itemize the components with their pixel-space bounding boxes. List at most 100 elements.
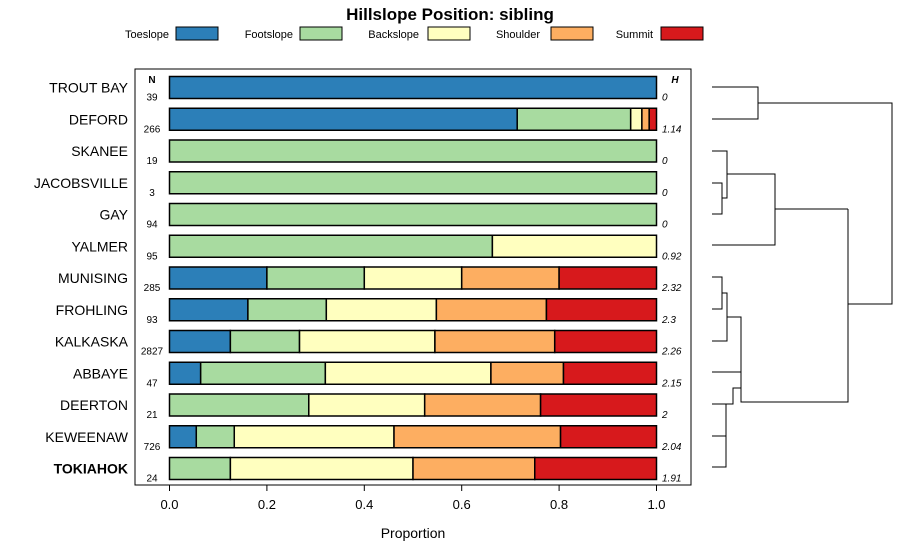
bar-segment-footslope: [168, 393, 310, 417]
dendrogram-branch: [712, 173, 776, 246]
row-n: 24: [146, 474, 158, 485]
bar-segment-footslope: [168, 202, 658, 227]
row-trout-bay: TROUT BAY 39 0: [49, 75, 668, 104]
bar-segment-footslope: [195, 425, 236, 449]
bar-segment-shoulder: [434, 329, 556, 354]
legend-swatch-shoulder: [550, 26, 594, 41]
bar-segment-summit: [648, 107, 658, 131]
row-h: 2: [661, 410, 668, 421]
dendrogram-branch: [712, 182, 723, 215]
row-h: 1.14: [662, 124, 682, 135]
legend-label-backslope: Backslope: [368, 29, 419, 41]
row-label: ABBAYE: [73, 365, 128, 381]
bar-segment-summit: [534, 456, 658, 481]
row-h: 2.15: [661, 378, 682, 389]
legend-label-footslope: Footslope: [245, 29, 293, 41]
bar-segment-summit: [545, 298, 658, 322]
row-n: 21: [146, 410, 158, 421]
x-tick-label: 0.6: [453, 497, 471, 512]
bar-segment-backslope: [629, 107, 643, 131]
row-n: 726: [144, 442, 161, 453]
x-tick-label: 0.4: [355, 497, 373, 512]
legend-swatch-summit: [660, 26, 704, 41]
bar-segment-toeslope: [168, 361, 202, 385]
bar-segment-toeslope: [168, 107, 518, 131]
dendrogram-branch: [740, 304, 849, 403]
bar-segment-backslope: [324, 361, 492, 385]
row-abbaye: ABBAYE 47 2.15: [73, 361, 682, 389]
row-label: FROHLING: [56, 302, 128, 318]
row-label: GAY: [99, 207, 128, 223]
dendrogram-branch: [712, 150, 728, 199]
bar-segment-toeslope: [168, 329, 232, 354]
row-n: 19: [146, 156, 158, 167]
n-column-header: N: [148, 75, 155, 86]
row-n: 95: [146, 251, 158, 262]
row-label: SKANEE: [71, 143, 128, 159]
row-h: 1.91: [662, 474, 681, 485]
row-label: JACOBSVILLE: [34, 175, 128, 191]
bar-segment-shoulder: [435, 298, 548, 322]
bar-segment-footslope: [168, 234, 494, 258]
row-h: 2.32: [661, 283, 682, 294]
row-yalmer: YALMER 95 0.92: [71, 234, 682, 262]
row-label: TROUT BAY: [49, 80, 128, 96]
row-label: DEFORD: [69, 111, 128, 127]
row-h: 0: [662, 220, 668, 231]
row-frohling: FROHLING 93 2.3: [56, 298, 676, 326]
dendrogram-branch: [712, 435, 727, 468]
row-n: 93: [146, 315, 158, 326]
row-h: 2.3: [661, 315, 676, 326]
row-n: 3: [149, 188, 155, 199]
row-h: 0: [662, 188, 668, 199]
dendrogram: [712, 86, 893, 468]
legend-label-toeslope: Toeslope: [125, 29, 169, 41]
bar-segment-footslope: [199, 361, 327, 385]
bar-segment-shoulder: [490, 361, 565, 385]
x-axis: 0.0 0.2 0.4 0.6 0.8 1.0: [160, 485, 666, 512]
bar-segment-footslope: [516, 107, 632, 131]
bar-segment-shoulder: [423, 393, 542, 417]
x-tick-label: 0.8: [550, 497, 568, 512]
bar-segment-backslope: [233, 425, 395, 449]
legend-label-summit: Summit: [616, 29, 653, 41]
row-label: MUNISING: [58, 270, 128, 286]
bar-segment-footslope: [168, 456, 232, 481]
row-h: 0: [662, 156, 668, 167]
row-n: 94: [146, 220, 158, 231]
plot-frame: [134, 68, 692, 486]
bar-segment-shoulder: [641, 107, 650, 131]
bar-segment-footslope: [266, 266, 366, 290]
row-munising: MUNISING 285 2.32: [58, 266, 682, 294]
legend: Toeslope Footslope Backslope Shoulder Summit: [125, 26, 704, 41]
bar-segment-toeslope: [168, 425, 198, 449]
row-n: 39: [146, 93, 158, 104]
row-label: DEERTON: [60, 397, 128, 413]
row-h: 2.26: [661, 347, 682, 358]
row-deerton: DEERTON 21 2: [60, 393, 668, 421]
bar-segment-summit: [562, 361, 658, 385]
legend-swatch-toeslope: [175, 26, 219, 41]
bar-segment-summit: [558, 266, 658, 290]
row-h: 0: [662, 93, 668, 104]
bar-segment-shoulder: [393, 425, 562, 449]
row-label: TOKIAHOK: [54, 461, 128, 477]
bar-segment-toeslope: [168, 75, 658, 100]
legend-swatch-footslope: [299, 26, 343, 41]
bar-segment-footslope: [229, 329, 301, 354]
x-tick-label: 0.0: [160, 497, 178, 512]
row-label: KEWEENAW: [45, 429, 128, 445]
row-n: 285: [144, 283, 161, 294]
bar-segment-summit: [553, 329, 658, 354]
bar-segment-backslope: [229, 456, 414, 481]
row-label: YALMER: [71, 238, 128, 254]
x-tick-label: 0.2: [258, 497, 276, 512]
bar-segment-backslope: [363, 266, 463, 290]
dendrogram-branch: [712, 86, 759, 120]
x-tick-label: 1.0: [647, 497, 665, 512]
x-axis-title: Proportion: [381, 525, 446, 541]
bar-segment-backslope: [325, 298, 438, 322]
bar-segment-footslope: [168, 139, 658, 163]
